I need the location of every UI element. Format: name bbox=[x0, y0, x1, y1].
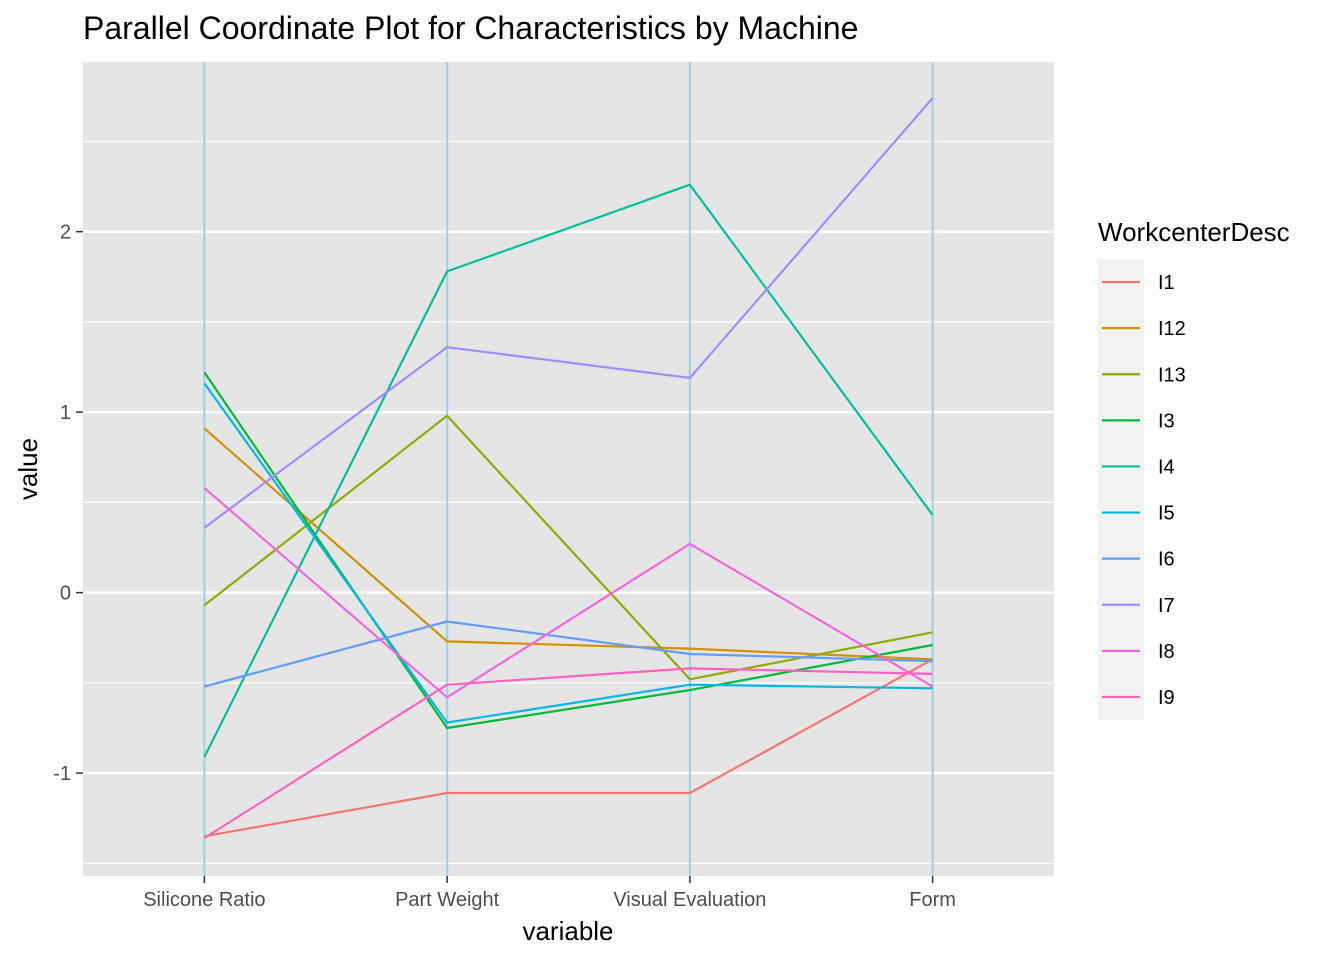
x-tick-label: Silicone Ratio bbox=[143, 889, 265, 911]
y-tick-label: -1 bbox=[53, 763, 71, 785]
y-tick-label: 2 bbox=[60, 222, 71, 244]
legend-item-I4: I4 bbox=[1102, 456, 1175, 478]
legend-label: I3 bbox=[1158, 410, 1175, 432]
legend-item-I3: I3 bbox=[1102, 410, 1175, 432]
plot-panel bbox=[83, 62, 1054, 876]
legend-label: I6 bbox=[1158, 549, 1175, 571]
legend-label: I1 bbox=[1158, 272, 1175, 294]
legend-label: I13 bbox=[1158, 364, 1186, 386]
legend-item-I5: I5 bbox=[1102, 503, 1175, 525]
legend: WorkcenterDesc I1 I12 I13 I3 I4 I5 I6 I7 I8 I9 bbox=[1098, 217, 1290, 720]
y-axis: -1 0 1 2 bbox=[53, 222, 83, 785]
legend-item-I9: I9 bbox=[1102, 687, 1175, 709]
legend-item-I6: I6 bbox=[1102, 549, 1175, 571]
series-line-I6 bbox=[204, 620, 933, 688]
series-line-I3 bbox=[203, 371, 933, 730]
series-lines bbox=[203, 97, 934, 840]
x-tick-label: Form bbox=[909, 889, 956, 911]
x-axis: Silicone Ratio Part Weight Visual Evaluati… bbox=[143, 876, 956, 911]
y-tick-label: 0 bbox=[60, 583, 71, 605]
series-line-I4 bbox=[203, 183, 934, 758]
series-line-I7 bbox=[203, 97, 934, 529]
legend-label: I8 bbox=[1158, 641, 1175, 663]
legend-label: I7 bbox=[1158, 595, 1175, 617]
legend-title: WorkcenterDesc bbox=[1098, 217, 1290, 247]
legend-item-I12: I12 bbox=[1102, 318, 1186, 340]
legend-item-I13: I13 bbox=[1102, 364, 1186, 386]
legend-label: I5 bbox=[1158, 503, 1175, 525]
y-tick-label: 1 bbox=[60, 402, 71, 424]
series-line-I12 bbox=[203, 427, 933, 661]
x-axis-title: variable bbox=[522, 916, 613, 946]
series-line-I5 bbox=[203, 382, 933, 724]
series-line-I8 bbox=[203, 487, 934, 699]
variable-axes bbox=[203, 62, 934, 876]
series-line-I13 bbox=[203, 414, 933, 681]
legend-item-I8: I8 bbox=[1102, 641, 1175, 663]
series-line-I1 bbox=[204, 658, 934, 838]
legend-item-I7: I7 bbox=[1102, 595, 1175, 617]
x-tick-label: Part Weight bbox=[395, 889, 500, 911]
y-axis-title: value bbox=[13, 438, 43, 500]
legend-label: I4 bbox=[1158, 456, 1175, 478]
legend-items: I1 I12 I13 I3 I4 I5 I6 I7 I8 I9 bbox=[1102, 272, 1186, 709]
x-tick-label: Visual Evaluation bbox=[613, 889, 766, 911]
legend-label: I12 bbox=[1158, 318, 1186, 340]
legend-key-background bbox=[1098, 259, 1144, 720]
legend-label: I9 bbox=[1158, 687, 1175, 709]
major-gridlines bbox=[83, 230, 1054, 775]
legend-item-I1: I1 bbox=[1102, 272, 1175, 294]
chart-title: Parallel Coordinate Plot for Characteris… bbox=[83, 10, 858, 46]
series-line-I9 bbox=[203, 667, 933, 840]
